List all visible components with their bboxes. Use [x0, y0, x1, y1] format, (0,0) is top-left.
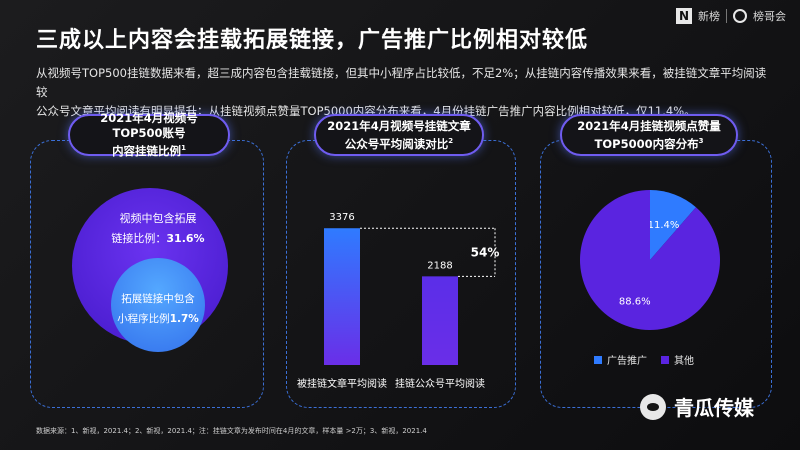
bar-value-label-1: 2188 [427, 260, 452, 271]
legend-item-other: 其他 [661, 352, 694, 367]
logo-divider [726, 9, 727, 23]
panel-note-1: 1 [181, 144, 186, 153]
legend-swatch-other [661, 355, 669, 364]
panel-title-2-line2: 公众号平均阅读对比 [344, 136, 449, 151]
panel-title-1-line2: 内容挂链比例 [112, 143, 182, 158]
circle-link-value: 31.6% [166, 232, 204, 245]
brand-watermark: 青瓜传媒 [640, 392, 754, 421]
panel-title-1-line1: 2021年4月视频号TOP500账号 [100, 111, 198, 141]
brand-name: 青瓜传媒 [674, 396, 754, 420]
logo-text: 新榜 [698, 10, 720, 23]
comparison-annotation: 54% [471, 245, 500, 259]
legend-label-other: 其他 [674, 356, 694, 367]
pie-slice-1 [580, 190, 720, 330]
pie-value-label-0: 11.4% [648, 220, 680, 231]
bangge-logo-icon [733, 9, 747, 23]
legend-swatch-ad [594, 355, 602, 364]
brand-logo-icon [640, 393, 666, 420]
panel-title-2-line1: 2021年4月视频号挂链文章 [327, 118, 471, 133]
circle-link-label-1: 视频中包含拓展 [120, 211, 197, 225]
category-label-0: 被挂链文章平均阅读 [297, 377, 387, 390]
newrank-logo-icon: N [676, 8, 692, 24]
circle-miniprogram-ratio [111, 258, 205, 352]
bar-value-label-0: 3376 [329, 212, 354, 223]
logo-text-2: 榜哥会 [753, 10, 786, 23]
circle-link-label-prefix: 链接比例： [111, 231, 166, 245]
circle-mini-label-1: 拓展链接中包含 [121, 292, 195, 305]
category-label-1: 挂链公众号平均阅读 [395, 377, 485, 390]
bar-0 [324, 228, 360, 365]
panel-note-2: 2 [448, 136, 454, 145]
circle-mini-label-prefix: 小程序比例 [117, 312, 170, 325]
description-line-1: 从视频号TOP500挂链数据来看，超三成内容包含挂载链接，但其中小程序占比较低，… [36, 66, 767, 99]
panel-title-3-line1: 2021年4月挂链视频点赞量 [577, 118, 721, 133]
circle-link-label-2: 链接比例：31.6% [111, 231, 204, 245]
panel-title-1: 2021年4月视频号TOP500账号内容挂链比例1 [68, 111, 230, 158]
pie-slice-0 [650, 190, 696, 260]
data-source-note: 数据来源：1、新视，2021.4；2、新视，2021.4；注：挂链文章为发布时间… [36, 427, 427, 435]
pie-value-label-1: 88.6% [619, 297, 651, 308]
panel-title-3-line2: TOP5000内容分布 [594, 136, 699, 151]
page-title: 三成以上内容会挂载拓展链接，广告推广比例相对较低 [36, 28, 589, 53]
panel-title-3: 2021年4月挂链视频点赞量 TOP5000内容分布3 [560, 114, 738, 156]
logo-area: N 新榜 榜哥会 [676, 8, 786, 24]
bar-1 [422, 276, 458, 365]
legend-label-ad: 广告推广 [607, 356, 647, 367]
panel-title-2: 2021年4月视频号挂链文章 公众号平均阅读对比2 [314, 114, 484, 156]
legend-item-ad: 广告推广 [594, 352, 647, 367]
panel-note-3: 3 [698, 136, 704, 145]
read-comparison-bar-chart: 3376 被挂链文章平均阅读 2188 挂链公众号平均阅读 54% [297, 212, 500, 390]
link-ratio-chart: 视频中包含拓展 链接比例：31.6% 拓展链接中包含 小程序比例1.7% [72, 188, 228, 352]
circle-mini-label-2: 小程序比例1.7% [117, 312, 199, 325]
circle-mini-value: 1.7% [170, 313, 200, 325]
content-distribution-pie-chart: 11.4% 88.6% [580, 190, 720, 330]
pie-legend: 广告推广 其他 [594, 352, 694, 367]
